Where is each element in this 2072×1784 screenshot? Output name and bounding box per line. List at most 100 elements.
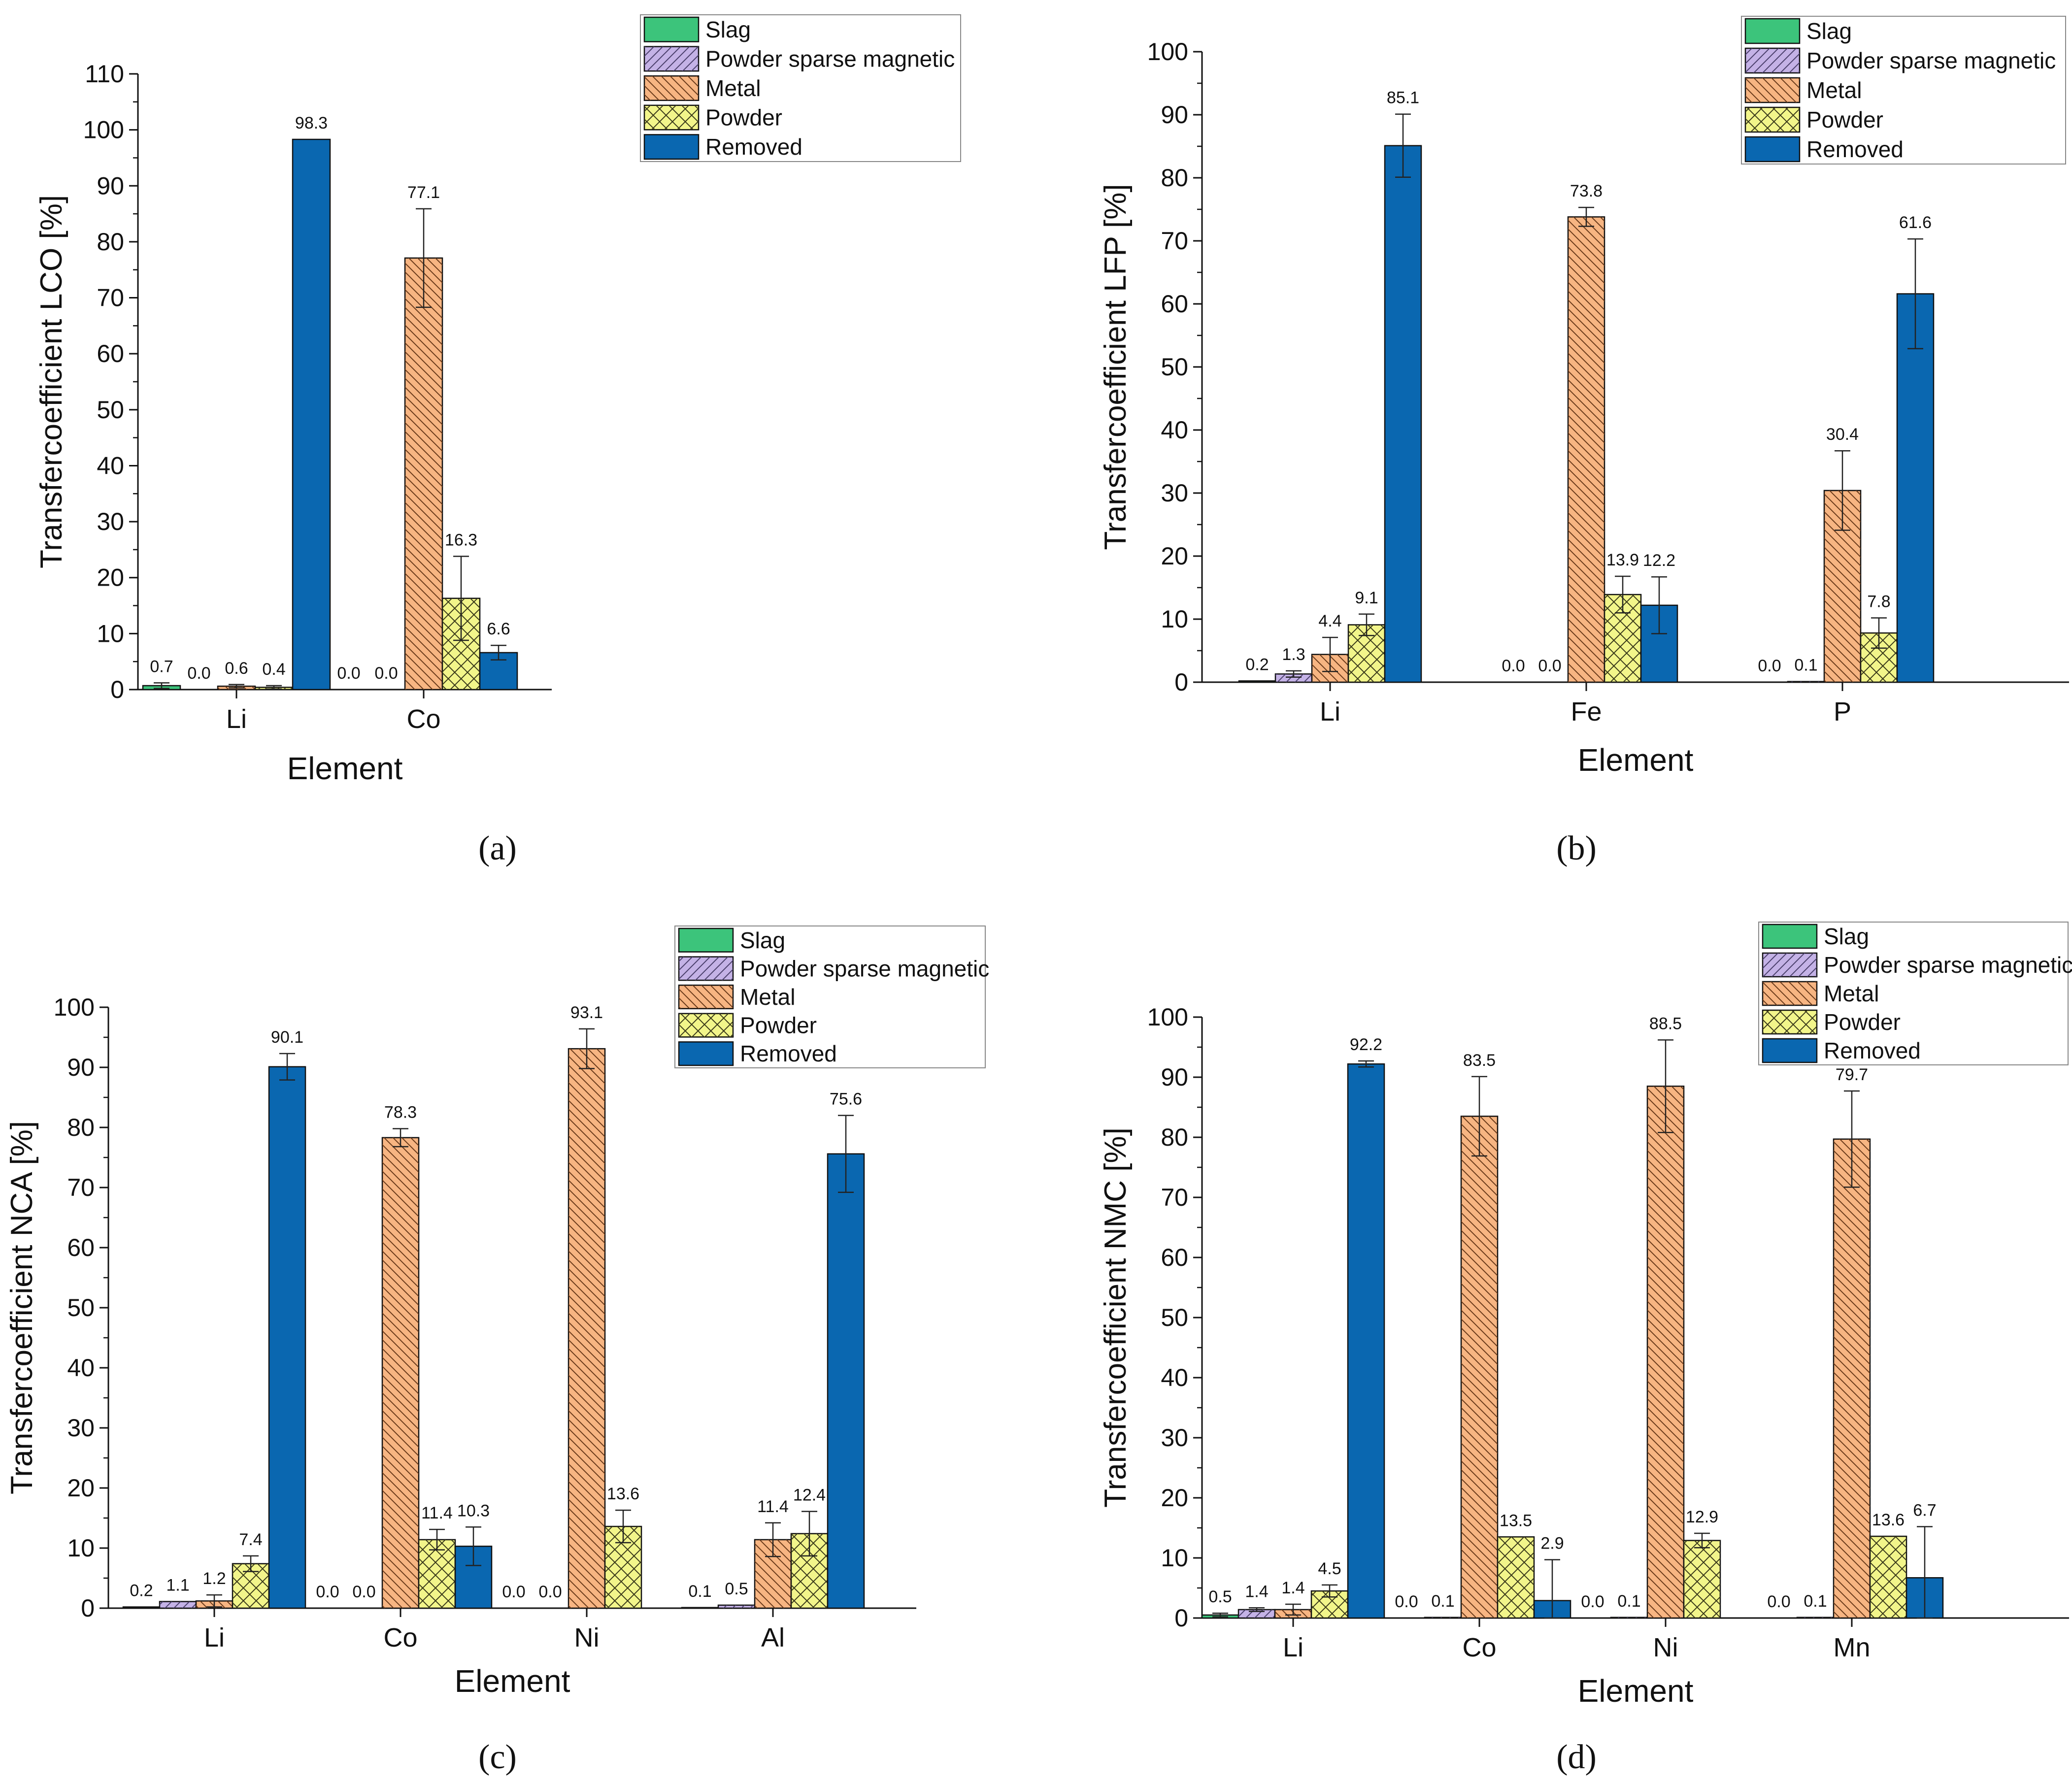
legend-label: Slag — [740, 927, 785, 953]
data-label: 9.1 — [1355, 589, 1378, 607]
legend-swatch — [643, 134, 700, 160]
y-tick-label: 100 — [1147, 1003, 1188, 1031]
y-tick-label: 60 — [1161, 290, 1188, 318]
y-axis-title: Transfercoefficient LCO [%] — [34, 195, 68, 568]
y-tick-label: 0 — [110, 676, 124, 703]
x-tick-label: Li — [204, 1623, 225, 1652]
y-tick-label: 30 — [97, 508, 124, 535]
legend-label: Powder sparse magnetic — [1824, 952, 2072, 978]
y-axis-title: Transfercoefficient NCA [%] — [5, 1121, 39, 1494]
legend-label: Powder — [705, 105, 782, 131]
bar-removed — [268, 1066, 306, 1609]
data-label: 0.0 — [1538, 657, 1561, 675]
legend-swatch — [1744, 18, 1801, 44]
y-tick-label: 10 — [1161, 605, 1188, 633]
y-tick-label: 90 — [97, 172, 124, 199]
data-label: 98.3 — [295, 114, 328, 132]
y-tick-label: 50 — [1161, 1304, 1188, 1331]
legend: Slag Powder sparse magnetic Metal Powder Rem… — [640, 14, 961, 162]
data-label: 0.0 — [1395, 1592, 1418, 1611]
legend-label: Removed — [740, 1041, 837, 1066]
data-label: 78.3 — [384, 1103, 417, 1122]
legend-label: Powder sparse magnetic — [740, 956, 989, 981]
x-axis-title: Element — [455, 1663, 570, 1699]
legend-swatch-hatch — [679, 1013, 733, 1037]
bar-powder-sparse-magnetic-hatch — [1238, 1609, 1275, 1618]
legend-label: Metal — [1806, 77, 1862, 103]
y-tick-label: 100 — [54, 993, 95, 1021]
x-axis-title: Element — [1578, 1673, 1694, 1709]
y-tick-label: 20 — [1161, 542, 1188, 570]
bar-metal-hatch — [382, 1137, 419, 1608]
data-label: 85.1 — [1387, 89, 1419, 107]
data-label: 16.3 — [445, 531, 477, 550]
legend-swatch-hatch — [1745, 78, 1800, 102]
data-label: 30.4 — [1826, 425, 1859, 444]
legend-label: Powder — [1824, 1009, 1901, 1035]
chart-panel-2: 0 10 20 30 40 50 60 70 80 90 100 Transfercoefficien… — [1099, 16, 2069, 867]
bar-powder-hatch — [1684, 1540, 1720, 1618]
data-label: 0.1 — [1794, 656, 1817, 675]
data-label: 1.4 — [1245, 1582, 1268, 1601]
data-label: 12.9 — [1686, 1508, 1718, 1526]
data-label: 6.7 — [1913, 1501, 1936, 1520]
data-label: 92.2 — [1350, 1035, 1382, 1054]
y-tick-label: 60 — [97, 340, 124, 367]
chart-panel-1: 0 10 20 30 40 50 60 70 80 90 100 110 Transfercoeffic… — [34, 14, 961, 867]
data-label: 0.1 — [1804, 1592, 1827, 1611]
y-tick-label: 70 — [1161, 227, 1188, 255]
legend-swatch-hatch — [644, 46, 699, 71]
x-tick-label: Ni — [574, 1623, 600, 1652]
legend: Slag Powder sparse magnetic Metal Powder Rem… — [1758, 922, 2072, 1065]
y-tick-label: 50 — [97, 396, 124, 424]
legend-swatch-hatch — [1745, 48, 1800, 73]
data-label: 0.2 — [130, 1582, 153, 1600]
data-label: 11.4 — [757, 1497, 789, 1516]
y-tick-label: 30 — [1161, 479, 1188, 507]
data-label: 6.6 — [487, 620, 510, 638]
y-tick-label: 0 — [1174, 1604, 1188, 1632]
panel-label: (c) — [478, 1738, 517, 1776]
y-tick-label: 10 — [97, 620, 124, 647]
legend: Slag Powder sparse magnetic Metal Powder Rem… — [1741, 16, 2066, 165]
data-label: 13.9 — [1606, 551, 1639, 569]
data-label: 0.7 — [150, 657, 173, 676]
x-tick-label: Co — [406, 704, 440, 734]
x-tick-label: Ni — [1653, 1633, 1678, 1662]
bar-metal-hatch — [405, 258, 442, 690]
y-tick-label: 30 — [1161, 1424, 1188, 1452]
y-tick-label: 100 — [83, 116, 124, 144]
data-label: 13.6 — [1872, 1511, 1905, 1529]
x-tick-label: Li — [1283, 1633, 1303, 1662]
y-tick-label: 10 — [67, 1534, 95, 1562]
legend-label: Metal — [1824, 981, 1879, 1006]
y-tick-label: 60 — [1161, 1244, 1188, 1271]
bar-powder-hatch — [1870, 1536, 1906, 1618]
y-tick-label: 100 — [1147, 38, 1188, 66]
data-label: 90.1 — [271, 1028, 303, 1047]
x-tick-label: P — [1834, 697, 1851, 727]
bar-powder-hatch — [419, 1539, 455, 1608]
panel-label: (d) — [1556, 1738, 1597, 1776]
y-tick-label: 20 — [97, 564, 124, 592]
data-label: 0.0 — [502, 1583, 525, 1601]
data-label: 0.0 — [187, 664, 210, 683]
data-label: 0.0 — [337, 664, 360, 683]
data-label: 73.8 — [1570, 182, 1603, 200]
legend-label: Metal — [740, 984, 795, 1010]
chart-panel-3: 0 10 20 30 40 50 60 70 80 90 100 Transfercoefficien… — [5, 925, 989, 1776]
bar-metal-hatch — [1568, 217, 1604, 682]
y-tick-label: 20 — [67, 1474, 95, 1502]
y-tick-label: 80 — [97, 228, 124, 256]
legend-label: Slag — [1806, 18, 1852, 44]
data-label: 0.0 — [1502, 657, 1525, 675]
bar-removed — [1640, 604, 1678, 683]
legend-swatch — [643, 16, 700, 42]
bar-removed — [1347, 1063, 1385, 1619]
data-label: 88.5 — [1649, 1014, 1682, 1033]
y-tick-label: 90 — [1161, 1063, 1188, 1091]
data-label: 13.6 — [607, 1485, 639, 1503]
data-label: 11.4 — [421, 1504, 453, 1522]
y-tick-label: 40 — [1161, 1364, 1188, 1391]
legend-swatch — [678, 927, 734, 953]
